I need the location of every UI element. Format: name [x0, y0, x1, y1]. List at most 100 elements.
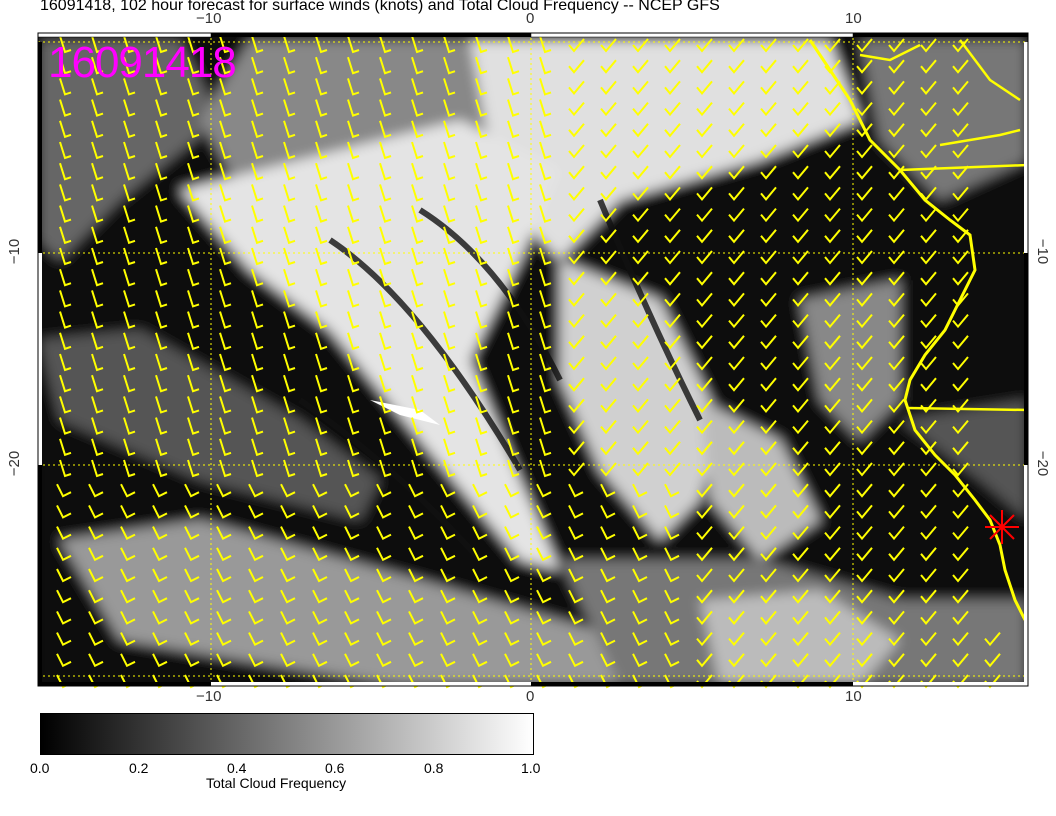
wind-barb [696, 589, 713, 604]
wind-barb [600, 144, 617, 159]
wind-barb [123, 226, 136, 245]
wind-barb [568, 38, 585, 53]
wind-barb [219, 184, 232, 202]
wind-barb [411, 78, 424, 96]
colorbar-tick: 0.4 [227, 760, 247, 776]
wind-barb [632, 165, 649, 180]
wind-barb [379, 268, 392, 287]
wind-barb [411, 459, 424, 478]
wind-barb [216, 653, 232, 668]
colorbar-tick: 0.8 [424, 760, 444, 776]
wind-barb [664, 568, 680, 583]
wind-barb [283, 311, 296, 329]
wind-barb [379, 374, 392, 393]
wind-barb [475, 438, 488, 457]
wind-barb [251, 459, 264, 478]
wind-barb [632, 356, 649, 371]
wind-barb [216, 526, 232, 540]
wind-barb [856, 101, 873, 117]
wind-barb [824, 165, 841, 180]
wind-barb [344, 632, 360, 646]
wind-barb [219, 268, 232, 287]
wind-barb [475, 184, 488, 202]
wind-barb [507, 162, 520, 181]
wind-barb [379, 396, 392, 414]
wind-barb [664, 186, 681, 201]
wind-barb [187, 56, 200, 75]
wind-barb [411, 226, 424, 245]
wind-barb [920, 483, 937, 498]
wind-barb [219, 353, 232, 372]
wind-barb [920, 462, 937, 477]
wind-barb [507, 205, 520, 223]
wind-barb [696, 313, 713, 329]
wind-barb [696, 59, 713, 74]
wind-barb [600, 292, 617, 307]
wind-barb [664, 610, 680, 625]
wind-barb [408, 632, 424, 646]
wind-barb [280, 632, 296, 646]
wind-barb [568, 589, 584, 604]
wind-barb [347, 35, 360, 54]
wind-barb [88, 547, 104, 562]
wind-barb [376, 610, 392, 625]
wind-barb [315, 35, 328, 54]
wind-barb [888, 547, 905, 562]
wind-barb [792, 525, 809, 541]
wind-barb [952, 250, 969, 265]
wind-barb [824, 101, 841, 117]
wind-barb [920, 441, 937, 456]
wind-barb [347, 459, 360, 478]
wind-barb [539, 99, 552, 117]
wind-barb [856, 165, 873, 180]
wind-barb [315, 311, 328, 329]
wind-barb [600, 165, 617, 180]
wind-barb [120, 632, 136, 646]
wind-barb [920, 547, 937, 562]
wind-barb [507, 35, 520, 54]
wind-barb [696, 631, 713, 647]
wind-barb [91, 247, 104, 266]
wind-barb [475, 247, 488, 266]
wind-barb [440, 547, 456, 562]
wind-barb [347, 141, 360, 160]
wind-barb [123, 353, 136, 372]
wind-barb [472, 526, 488, 540]
wind-barb [760, 441, 777, 456]
country-borders [859, 39, 1029, 412]
wind-barb [600, 398, 617, 413]
wind-barb [824, 398, 841, 413]
wind-barb [155, 374, 168, 393]
wind-barb [632, 483, 648, 498]
wind-barb [408, 610, 424, 625]
wind-barb [251, 162, 264, 181]
wind-barb [248, 653, 264, 668]
wind-barb [696, 271, 713, 286]
wind-barb [792, 250, 809, 265]
wind-barb [155, 332, 168, 351]
wind-barb [920, 631, 937, 647]
lon-tick-top: 10 [845, 10, 862, 27]
wind-barb [376, 632, 392, 646]
wind-barb [728, 144, 745, 159]
wind-barb [632, 144, 649, 159]
wind-barb [539, 247, 552, 266]
wind-barb [347, 226, 360, 245]
wind-barb [91, 353, 104, 372]
wind-barb [251, 78, 264, 96]
wind-barb [379, 120, 392, 139]
wind-barb [539, 78, 552, 96]
wind-barb [632, 462, 649, 477]
wind-barb [696, 80, 713, 95]
wind-barb [728, 80, 745, 95]
wind-barb [664, 207, 681, 223]
wind-barb [952, 123, 969, 138]
wind-barb [251, 205, 264, 223]
wind-barb [56, 610, 72, 625]
wind-barb [440, 526, 456, 540]
wind-barb [600, 589, 616, 604]
wind-barb [59, 417, 72, 435]
wind-barb [56, 547, 72, 562]
wind-barb [379, 311, 392, 329]
wind-barb [187, 290, 200, 308]
